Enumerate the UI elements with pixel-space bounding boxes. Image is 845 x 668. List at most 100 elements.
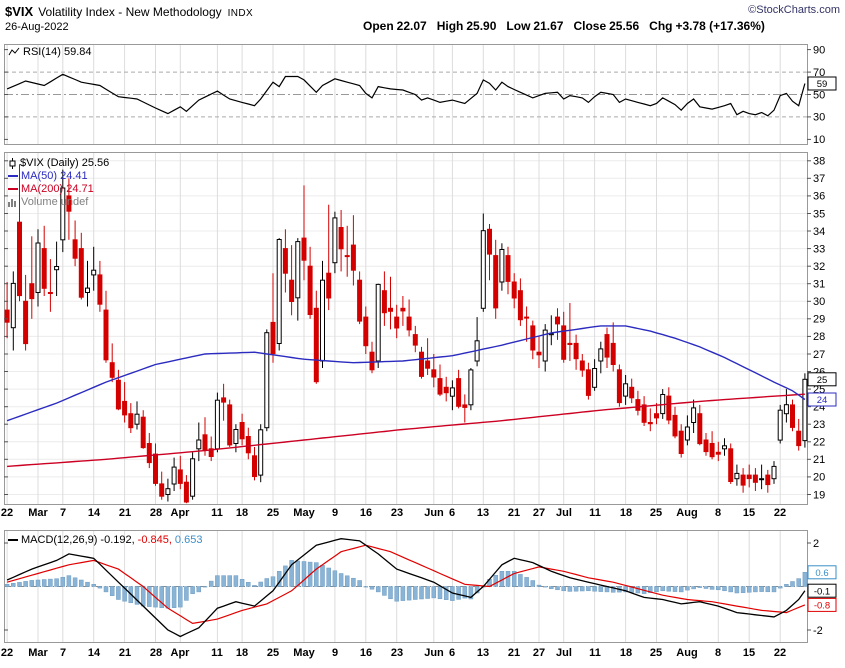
x-axis-labels-bottom: 22 Mar 7 14 21 28 Apr 11 18 25 May 9 16 23 Jun 6 13 21 27 J… <box>0 647 845 662</box>
chart-title: $VIX Volatility Index - New Methodology IN… <box>5 3 253 21</box>
x-tick-label: 27 <box>532 507 546 519</box>
x-tick-label: 25 <box>649 507 663 519</box>
x-tick-label: 15 <box>742 507 756 519</box>
svg-text:24: 24 <box>817 395 828 406</box>
x-tick-label: 7 <box>59 507 67 519</box>
high-value: 25.90 <box>466 19 497 33</box>
high-label: High <box>436 19 464 33</box>
exchange-label: INDX <box>227 8 254 19</box>
svg-text:-0.8: -0.8 <box>814 601 830 612</box>
x-tick-label: 11 <box>589 507 601 519</box>
macd-histogram <box>4 560 808 609</box>
x-tick-label: 11 <box>211 507 223 519</box>
y-tick-label: 29 <box>813 314 825 326</box>
copyright-link[interactable]: ©StockCharts.com <box>748 4 840 16</box>
macd-main-line <box>6 538 806 638</box>
y-tick-label: 19 <box>813 489 825 501</box>
x-tick-label: 21 <box>118 647 132 659</box>
x-tick-label: 22 <box>0 647 14 659</box>
y-tick-label: 21 <box>813 454 825 466</box>
y-tick-label: 2 <box>813 538 819 550</box>
x-tick-label: 14 <box>87 507 101 519</box>
chart-date: 26-Aug-2022 <box>5 21 69 33</box>
x-tick-label: 13 <box>476 647 490 659</box>
y-tick-label: 36 <box>813 191 825 203</box>
x-axis-labels-mid: 22 Mar 7 14 21 28 Apr 11 18 25 May 9 16 23 Jun 6 13 21 27 J… <box>0 507 845 522</box>
x-tick-label: 11 <box>211 647 223 659</box>
y-tick-label: 33 <box>813 243 825 255</box>
chg-label: Chg <box>649 19 673 33</box>
ma200-line <box>7 393 805 468</box>
axis-marker: -0.1 <box>807 583 837 598</box>
x-tick-label: Jul <box>556 647 572 659</box>
x-tick-label: Mar <box>28 647 48 659</box>
x-tick-label: 18 <box>619 507 633 519</box>
x-tick-label: 9 <box>331 507 339 519</box>
x-tick-label: 18 <box>619 647 633 659</box>
candlesticks <box>4 164 808 504</box>
x-tick-label: 11 <box>589 647 601 659</box>
close-label: Close <box>573 19 607 33</box>
x-tick-label: 14 <box>87 647 101 659</box>
x-tick-label: Apr <box>170 647 190 659</box>
y-tick-label: 32 <box>813 261 825 273</box>
x-tick-label: May <box>293 647 315 659</box>
x-tick-label: 25 <box>649 647 663 659</box>
x-tick-label: 22 <box>773 647 787 659</box>
open-label: Open <box>363 19 394 33</box>
x-tick-label: 28 <box>149 507 163 519</box>
x-tick-label: 23 <box>390 507 404 519</box>
x-tick-label: Aug <box>676 647 698 659</box>
axis-marker: 25 <box>807 372 837 387</box>
svg-text:25: 25 <box>817 375 828 386</box>
svg-text:59: 59 <box>817 79 828 90</box>
x-tick-label: Aug <box>676 507 698 519</box>
x-tick-label: 28 <box>149 647 163 659</box>
quote-line: Open 22.07 High 25.90 Low 21.67 Close 25.56 Chg +… <box>363 19 775 33</box>
x-tick-label: Apr <box>170 507 190 519</box>
y-tick-label: 30 <box>813 112 825 124</box>
y-tick-label: 70 <box>813 67 825 79</box>
svg-text:-0.1: -0.1 <box>814 586 830 597</box>
x-tick-label: Jun <box>424 647 444 659</box>
x-tick-label: 21 <box>507 507 521 519</box>
x-tick-label: 21 <box>507 647 521 659</box>
symbol: $VIX <box>5 4 34 19</box>
macd-signal-line <box>6 544 806 625</box>
x-tick-label: 22 <box>773 507 787 519</box>
axis-marker: 59 <box>807 76 837 91</box>
low-value: 21.67 <box>533 19 564 33</box>
svg-text:0.6: 0.6 <box>815 568 828 579</box>
axis-marker: 24 <box>807 392 837 407</box>
open-value: 22.07 <box>396 19 427 33</box>
x-tick-label: 7 <box>59 647 67 659</box>
y-tick-label: 20 <box>813 472 825 484</box>
y-tick-label: 38 <box>813 156 825 168</box>
symbol-name: Volatility Index - New Methodology <box>38 5 222 19</box>
x-tick-label: 25 <box>266 647 280 659</box>
x-tick-label: 8 <box>714 647 722 659</box>
rsi-grid <box>5 45 807 144</box>
x-tick-label: Mar <box>28 507 48 519</box>
y-tick-label: 31 <box>813 279 825 291</box>
axis-marker: -0.8 <box>807 597 837 612</box>
low-label: Low <box>506 19 531 33</box>
y-tick-label: 35 <box>813 208 825 220</box>
x-tick-label: 25 <box>266 507 280 519</box>
x-tick-label: 21 <box>118 507 132 519</box>
rsi-line <box>6 73 806 117</box>
x-tick-label: 13 <box>476 507 490 519</box>
x-tick-label: 18 <box>235 507 249 519</box>
y-tick-label: 22 <box>813 437 825 449</box>
x-tick-label: May <box>293 507 315 519</box>
chg-value: +3.78 (+17.36%) <box>675 19 765 33</box>
y-tick-label: 27 <box>813 349 825 361</box>
x-tick-label: 22 <box>0 507 14 519</box>
x-tick-label: 9 <box>331 647 339 659</box>
x-tick-label: 6 <box>448 647 456 659</box>
y-tick-label: 23 <box>813 419 825 431</box>
x-tick-label: 6 <box>448 507 456 519</box>
y-tick-label: 30 <box>813 296 825 308</box>
x-tick-label: Jul <box>556 507 572 519</box>
